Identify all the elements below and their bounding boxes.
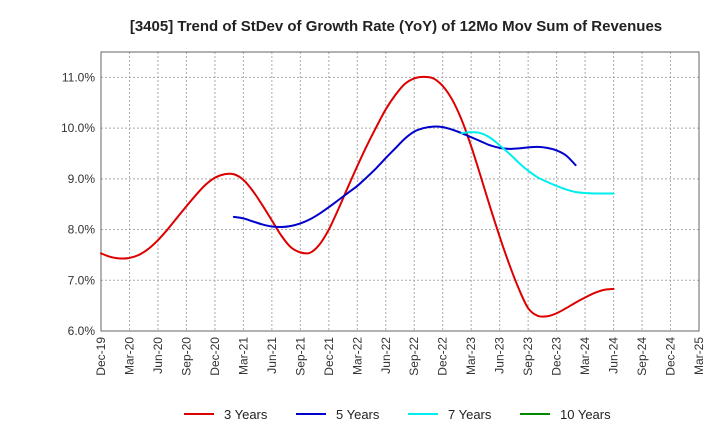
y-tick-label: 9.0% (68, 172, 96, 186)
x-tick-label: Mar-20 (122, 337, 136, 375)
x-tick-label: Mar-22 (350, 337, 364, 375)
x-tick-label: Dec-23 (550, 337, 564, 376)
x-tick-label: Sep-24 (635, 337, 649, 376)
legend-label-5-years: 5 Years (336, 407, 380, 422)
x-tick-label: Dec-20 (208, 337, 222, 376)
x-tick-label: Jun-23 (493, 337, 507, 374)
x-tick-label: Mar-23 (464, 337, 478, 375)
x-tick-label: Dec-21 (322, 337, 336, 376)
x-tick-label: Mar-21 (236, 337, 250, 375)
x-tick-label: Jun-20 (151, 337, 165, 374)
legend-label-10-years: 10 Years (560, 407, 611, 422)
y-tick-label: 11.0% (62, 70, 95, 84)
x-tick-label: Jun-22 (379, 337, 393, 374)
x-tick-label: Sep-23 (521, 337, 535, 376)
y-tick-label: 6.0% (68, 324, 96, 338)
x-tick-label: Jun-21 (265, 337, 279, 374)
x-tick-label: Dec-24 (664, 337, 678, 376)
x-tick-label: Dec-19 (94, 337, 108, 376)
legend-label-3-years: 3 Years (224, 407, 268, 422)
x-tick-label: Sep-20 (179, 337, 193, 376)
chart-title: [3405] Trend of StDev of Growth Rate (Yo… (130, 18, 662, 35)
series-line-5-years (232, 125, 577, 229)
y-tick-label: 8.0% (68, 223, 96, 237)
plot-area (101, 52, 699, 331)
x-tick-label: Dec-22 (436, 337, 450, 376)
plot-frame (100, 51, 700, 332)
x-tick-label: Sep-22 (407, 337, 421, 376)
x-tick-label: Jun-24 (607, 337, 621, 374)
x-tick-label: Mar-25 (692, 337, 706, 375)
y-tick-label: 7.0% (68, 273, 96, 287)
legend-label-7-years: 7 Years (448, 407, 492, 422)
x-tick-label: Sep-21 (293, 337, 307, 376)
series-line-3-years (100, 75, 615, 318)
x-tick-label: Mar-24 (578, 337, 592, 375)
series-line-7-years (460, 131, 615, 195)
y-tick-label: 10.0% (61, 121, 95, 135)
